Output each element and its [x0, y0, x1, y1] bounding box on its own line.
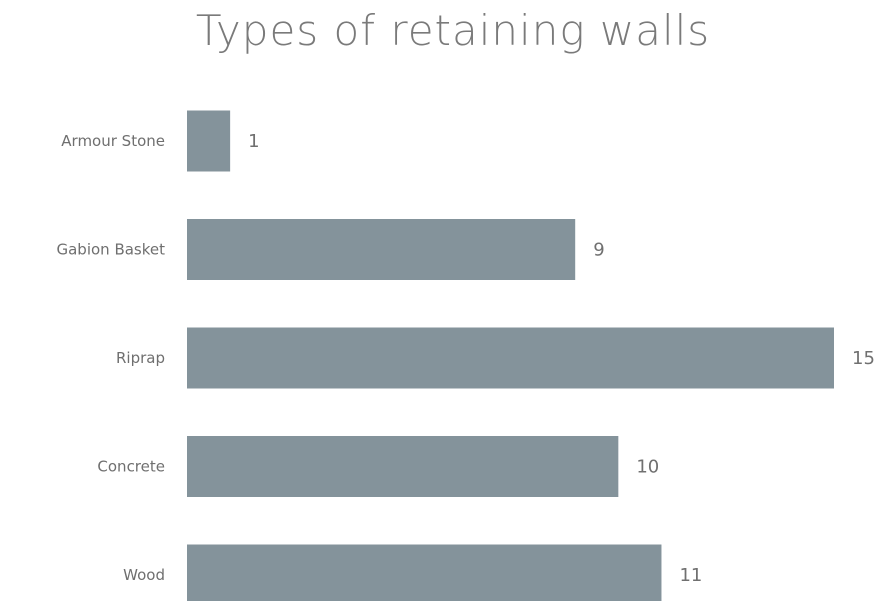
data-label: 11: [679, 565, 702, 586]
chart-title: Types of retaining walls: [195, 6, 711, 55]
category-label: Concrete: [97, 458, 165, 476]
bar-concrete: [187, 436, 619, 497]
category-label: Armour Stone: [61, 132, 165, 150]
data-label: 9: [593, 240, 604, 261]
data-label: 10: [636, 457, 659, 478]
bar-gabion-basket: [187, 219, 576, 280]
bar-armour-stone: [187, 110, 231, 172]
data-label: 15: [852, 348, 875, 369]
category-label: Wood: [123, 566, 165, 584]
category-label: Gabion Basket: [56, 241, 165, 259]
bar-riprap: [187, 327, 834, 389]
category-label: Riprap: [116, 349, 165, 367]
data-label: 1: [248, 131, 259, 152]
bar-wood: [187, 544, 662, 601]
